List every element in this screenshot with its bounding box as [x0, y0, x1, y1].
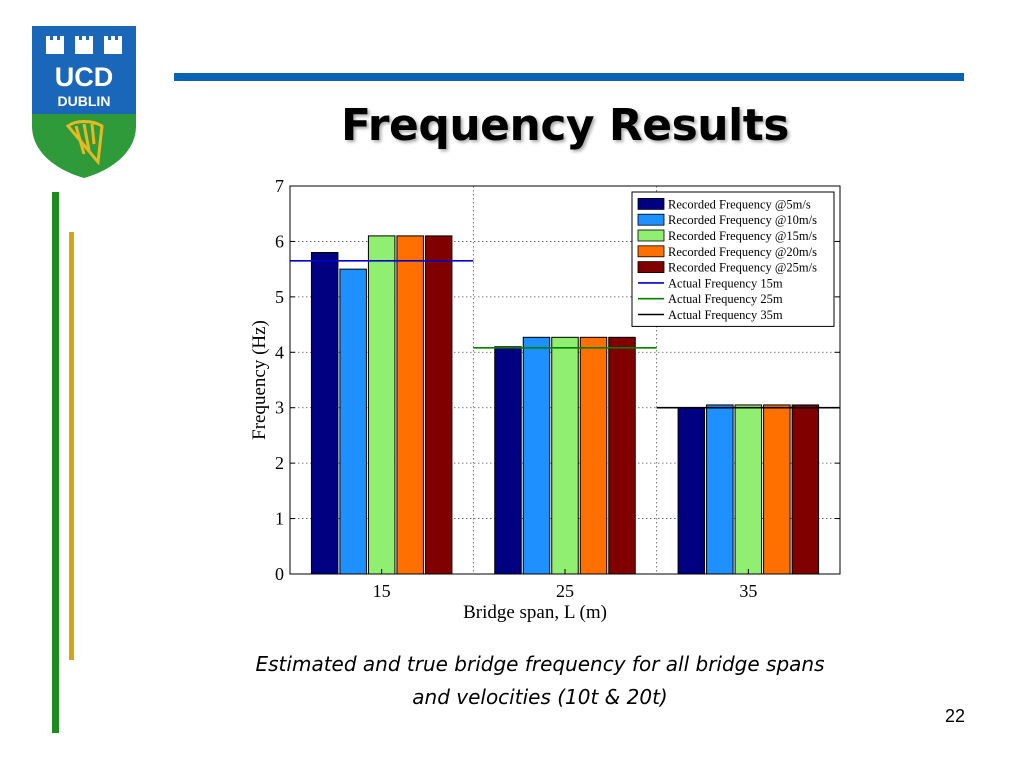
y-tick-label: 0: [275, 564, 284, 584]
bar: [551, 336, 579, 575]
page-number: 22: [944, 706, 965, 726]
bar: [339, 268, 367, 575]
harp-icon: [65, 120, 104, 166]
y-tick-label: 5: [275, 287, 284, 307]
y-tick-label: 6: [275, 231, 284, 251]
bar: [494, 346, 522, 575]
legend-label: Recorded Frequency @20m/s: [668, 245, 817, 259]
legend-swatch: [637, 197, 665, 210]
castle-icon: [46, 36, 122, 54]
legend-label: Actual Frequency 35m: [668, 308, 783, 322]
x-tick-label: 15: [373, 581, 391, 601]
bar: [608, 336, 636, 575]
legend-swatch: [637, 261, 665, 273]
bar: [424, 235, 453, 575]
frequency-bar-chart: 0 1 2 3 4 5 6 7 15 25 35 Bridge span, L (m) Frequenc…: [249, 176, 841, 623]
legend-label: Recorded Frequency @25m/s: [668, 261, 817, 275]
bar: [791, 404, 820, 575]
x-axis-label: Bridge span, L (m): [463, 602, 607, 623]
logo-text-dublin: DUBLIN: [58, 93, 111, 109]
y-tick-label: 3: [275, 398, 284, 418]
bar: [677, 407, 706, 575]
x-tick-label: 35: [739, 581, 757, 601]
header-rule: [174, 73, 964, 81]
caption-line-2: and velocities (10t & 20t): [412, 685, 668, 709]
bar: [579, 336, 608, 575]
figure-caption: Estimated and true bridge frequency for …: [190, 648, 890, 714]
ucd-dublin-logo: UCD DUBLIN: [32, 26, 136, 178]
y-tick-label: 1: [275, 509, 284, 529]
side-accent-gold: [69, 232, 74, 660]
bar: [396, 235, 424, 575]
legend-label: Actual Frequency 15m: [668, 276, 783, 290]
legend-swatch: [637, 229, 665, 242]
legend-label: Recorded Frequency @5m/s: [668, 197, 811, 211]
y-axis-label: Frequency (Hz): [249, 320, 270, 440]
y-tick-label: 7: [275, 176, 284, 196]
logo-text-ucd: UCD: [55, 62, 114, 92]
legend-label: Recorded Frequency @15m/s: [668, 229, 817, 243]
bar: [310, 252, 339, 575]
x-tick-label: 25: [556, 581, 574, 601]
y-tick-label: 4: [275, 342, 284, 362]
legend-label: Actual Frequency 25m: [668, 292, 783, 306]
side-accent-green: [52, 192, 59, 733]
legend-swatch: [637, 245, 665, 258]
caption-line-1: Estimated and true bridge frequency for …: [255, 652, 825, 676]
bar: [367, 235, 396, 575]
legend-label: Recorded Frequency @10m/s: [668, 213, 817, 227]
slide-title: Frequency Results: [341, 100, 789, 151]
bar: [763, 404, 791, 575]
y-tick-label: 2: [275, 453, 284, 473]
legend-box: [631, 191, 835, 327]
bar: [706, 404, 734, 575]
legend-swatch: [637, 213, 665, 226]
bar: [734, 404, 763, 575]
bar: [522, 336, 551, 575]
